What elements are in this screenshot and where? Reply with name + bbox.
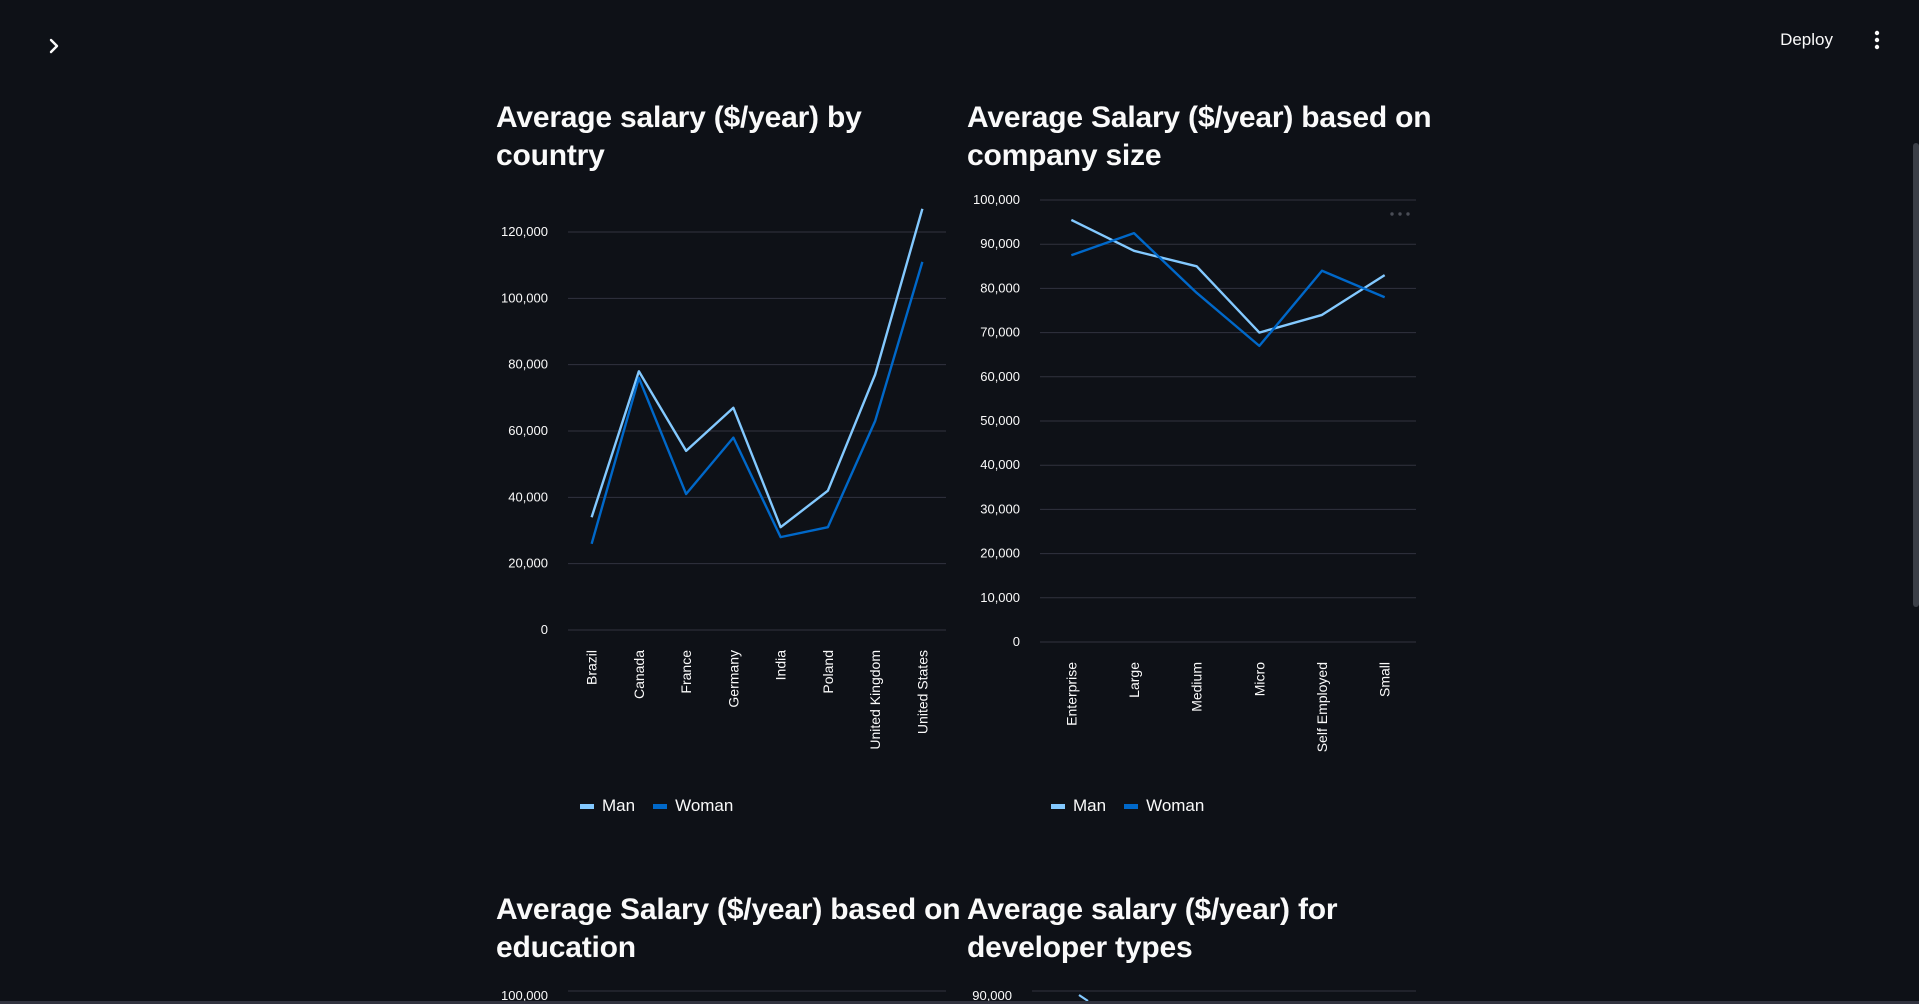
chart-country-plot: 0 20,000 40,000 60,000 80,000 100,000 120,000 B… — [501, 208, 946, 750]
chart-education-plot: 100,000 — [501, 988, 946, 1003]
y-tick-label: 120,000 — [501, 224, 548, 239]
x-tick-label: India — [773, 650, 789, 681]
y-tick-label: 100,000 — [501, 290, 548, 305]
more-horizontal-icon — [1390, 212, 1410, 216]
legend-label-man: Man — [602, 796, 636, 815]
y-tick-label: 90,000 — [980, 236, 1020, 251]
y-tick-label: 80,000 — [980, 280, 1020, 295]
chart-company-size-plot: 0 10,000 20,000 30,000 40,000 50,000 60,000 70,… — [973, 192, 1416, 752]
legend-label-woman: Woman — [1146, 796, 1205, 815]
y-tick-label: 80,000 — [508, 357, 548, 372]
legend-swatch-man — [580, 803, 594, 809]
x-tick-label: United States — [914, 650, 930, 734]
y-tick-label: 90,000 — [972, 988, 1012, 1003]
x-tick-label: France — [678, 650, 694, 694]
y-tick-label: 20,000 — [508, 556, 548, 571]
x-tick-label: Self Employed — [1314, 662, 1330, 752]
y-tick-label: 100,000 — [501, 988, 548, 1003]
y-tick-label: 60,000 — [508, 423, 548, 438]
x-tick-label: Small — [1377, 662, 1393, 697]
y-tick-label: 60,000 — [980, 369, 1020, 384]
series-line-man — [1070, 218, 1386, 334]
legend-label-woman: Woman — [675, 796, 734, 815]
chevron-right-icon — [49, 38, 59, 54]
y-tick-label: 30,000 — [980, 501, 1020, 516]
chart-country: Average salary ($/year) by country — [496, 99, 967, 175]
x-tick-label: Poland — [820, 650, 836, 694]
x-tick-label: Canada — [631, 650, 647, 699]
chart-country-legend: Man Woman — [580, 796, 733, 816]
series-line-man — [590, 208, 924, 529]
x-tick-label: Brazil — [584, 650, 600, 685]
chart-developer-types-plot: 90,000 — [972, 988, 1416, 1003]
y-tick-label: 50,000 — [980, 413, 1020, 428]
series-line-woman — [590, 261, 924, 545]
y-tick-label: 20,000 — [980, 546, 1020, 561]
x-tick-label: Medium — [1189, 662, 1205, 712]
legend-swatch-woman — [653, 803, 668, 809]
y-tick-label: 70,000 — [980, 325, 1020, 340]
main-menu-button[interactable] — [1865, 25, 1889, 55]
chart-education: Average Salary ($/year) based on educati… — [496, 891, 967, 967]
chart-developer-types: Average salary ($/year) for developer ty… — [967, 891, 1438, 967]
chart-company-size: Average Salary ($/year) based on company… — [967, 99, 1438, 175]
chart-company-size-legend: Man Woman — [1051, 796, 1204, 816]
y-tick-label: 10,000 — [980, 590, 1020, 605]
y-tick-label: 100,000 — [973, 192, 1020, 207]
legend-item-woman[interactable]: Woman — [1124, 796, 1204, 816]
x-tick-label: Large — [1126, 662, 1142, 698]
legend-label-man: Man — [1073, 796, 1107, 815]
y-tick-label: 0 — [541, 622, 548, 637]
header-toolbar: Deploy — [1770, 24, 1889, 56]
legend-swatch-woman — [1124, 803, 1139, 809]
bottom-divider — [0, 1001, 1919, 1004]
y-tick-label: 40,000 — [508, 489, 548, 504]
legend-item-woman[interactable]: Woman — [653, 796, 733, 816]
page-scrollbar[interactable] — [1913, 143, 1919, 607]
series-line-woman — [1070, 231, 1386, 348]
chart-title: Average Salary ($/year) based on company… — [967, 101, 1432, 172]
x-tick-label: Enterprise — [1063, 662, 1079, 726]
chart-title: Average Salary ($/year) based on educati… — [496, 893, 961, 964]
chart-title: Average salary ($/year) for developer ty… — [967, 893, 1338, 964]
y-tick-label: 40,000 — [980, 457, 1020, 472]
chart-title: Average salary ($/year) by country — [496, 101, 862, 172]
chart-options-button[interactable] — [1389, 205, 1411, 223]
x-tick-label: United Kingdom — [867, 650, 883, 750]
x-tick-label: Micro — [1251, 662, 1267, 696]
legend-item-man[interactable]: Man — [1051, 796, 1106, 816]
series-line-man — [1078, 994, 1089, 1002]
legend-swatch-man — [1051, 803, 1065, 809]
y-tick-label: 0 — [1013, 634, 1020, 649]
legend-item-man[interactable]: Man — [580, 796, 635, 816]
deploy-button[interactable]: Deploy — [1770, 24, 1843, 56]
x-tick-label: Germany — [725, 650, 741, 708]
sidebar-expand-button[interactable] — [38, 30, 70, 62]
more-vertical-icon — [1874, 30, 1880, 50]
